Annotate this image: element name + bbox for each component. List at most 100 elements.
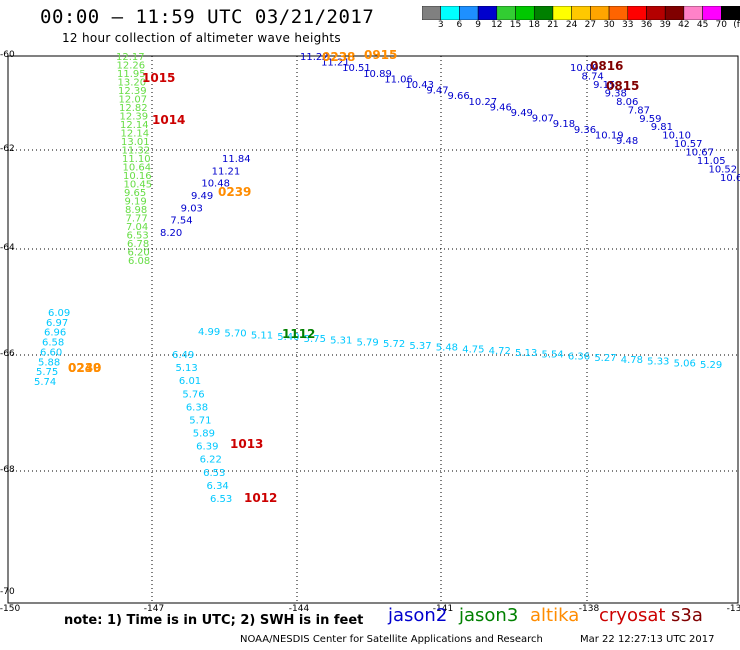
wave-height-value: 5.54 — [541, 350, 563, 361]
wave-height-value: 6.53 — [210, 494, 232, 505]
wave-height-value: 4.75 — [462, 344, 484, 355]
colorbar-swatch — [590, 6, 610, 20]
wave-height-value: 5.79 — [357, 337, 379, 348]
wave-height-value: 10.89 — [363, 69, 392, 80]
wave-height-value: 12.26 — [117, 61, 146, 72]
colorbar-label: 3 — [437, 20, 444, 30]
colorbar-swatch — [440, 6, 460, 20]
colorbar-label: 39 — [659, 20, 671, 30]
wave-height-value: 10.57 — [674, 139, 703, 150]
wave-height-value: 6.60 — [40, 347, 62, 358]
wave-height-value: 6.08 — [128, 256, 150, 267]
wave-height-value: 10.48 — [201, 179, 230, 190]
colorbar-swatch — [608, 6, 629, 20]
wave-height-value: 9.19 — [125, 197, 147, 208]
wave-height-value: 5.72 — [383, 339, 405, 350]
lon-label: -138 — [578, 604, 600, 614]
wave-height-value: 11.10 — [122, 154, 151, 165]
colorbar-label: (ft) — [733, 20, 740, 30]
wave-height-value: 6.22 — [200, 455, 222, 466]
wave-height-value: 9.38 — [605, 88, 627, 99]
pass-time-label: 0238 — [322, 50, 355, 64]
wave-height-value: 9.49 — [191, 191, 213, 202]
wave-height-value: 11.21 — [321, 58, 350, 69]
wave-height-value: 12.17 — [116, 52, 145, 63]
colorbar-swatch — [646, 6, 666, 20]
wave-height-value: 12.07 — [119, 95, 148, 106]
lat-label: -60 — [0, 50, 15, 60]
colorbar-label: 30 — [603, 20, 615, 30]
pass-time-label: 0816 — [590, 59, 623, 73]
colorbar-swatch — [721, 6, 740, 20]
wave-height-value: 13.20 — [118, 78, 147, 89]
wave-height-value: 5.76 — [182, 389, 204, 400]
wave-height-value: 8.74 — [582, 71, 604, 82]
lat-label: -66 — [0, 349, 15, 359]
wave-height-value: 6.97 — [46, 318, 68, 329]
colorbar-swatch — [533, 6, 554, 20]
wave-height-value: 6.34 — [207, 481, 229, 492]
wave-height-value: 5.31 — [330, 336, 352, 347]
wave-height-value: 9.59 — [639, 114, 661, 125]
lon-label: -13 — [726, 604, 740, 614]
wave-height-value: 7.87 — [628, 105, 650, 116]
wave-height-value: 5.40 — [277, 332, 299, 343]
wave-height-value: 5.75 — [36, 367, 58, 378]
wave-height-value: 10.52 — [708, 165, 737, 176]
wave-height-value: 5.06 — [674, 358, 696, 369]
wave-height-value: 9.36 — [574, 125, 596, 136]
timestamp-text: Mar 22 12:27:13 UTC 2017 — [580, 634, 715, 645]
wave-height-value: 10.27 — [469, 97, 498, 108]
wave-height-value: 8.20 — [160, 228, 182, 239]
wave-height-value: 5.13 — [175, 363, 197, 374]
pass-time-label: 1112 — [282, 327, 315, 341]
wave-height-value: 12.39 — [118, 86, 147, 97]
lat-label: -68 — [0, 465, 15, 475]
wave-height-value: 5.75 — [304, 334, 326, 345]
wave-height-value: 9.18 — [553, 119, 575, 130]
pass-time-label: 0240 — [68, 361, 101, 375]
wave-height-value: 10.64 — [123, 163, 152, 174]
colorbar-swatch — [627, 6, 647, 20]
lon-label: -150 — [0, 604, 21, 614]
wave-height-value: 8.06 — [616, 97, 638, 108]
legend-cryosat: cryosat — [599, 605, 666, 626]
wave-height-value: 9.47 — [426, 86, 448, 97]
wave-height-value: 5.13 — [515, 348, 537, 359]
wave-height-value: 10.45 — [124, 180, 153, 191]
wave-height-value: 6.96 — [44, 328, 66, 339]
wave-height-value: 9.81 — [651, 122, 673, 133]
wave-height-value: 10.43 — [405, 80, 434, 91]
lat-label: -62 — [0, 144, 15, 154]
colorbar — [422, 6, 740, 20]
wave-height-value: 4.72 — [489, 346, 511, 357]
wave-height-value: 11.06 — [384, 74, 413, 85]
pass-time-label: 1014 — [152, 113, 185, 127]
colorbar-label: 24 — [565, 20, 578, 30]
wave-height-value: 10.10 — [662, 131, 691, 142]
wave-height-value: 9.65 — [124, 188, 146, 199]
legend-s3a: s3a — [671, 605, 703, 626]
wave-height-value: 12.39 — [120, 112, 149, 123]
colorbar-swatch — [459, 6, 479, 20]
pass-time-label: 1015 — [142, 71, 175, 85]
colorbar-swatch — [571, 6, 591, 20]
colorbar-label: 27 — [584, 20, 597, 30]
wave-height-value: 5.37 — [409, 341, 431, 352]
colorbar-swatch — [422, 6, 441, 20]
lat-label: -70 — [0, 587, 15, 597]
colorbar-label: 70 — [715, 20, 728, 30]
wave-height-value: 10.19 — [595, 130, 624, 141]
lat-label: -64 — [0, 243, 15, 253]
pass-time-label: 0239 — [68, 361, 101, 375]
wave-height-value: 6.39 — [196, 442, 218, 453]
wave-height-value: 5.33 — [647, 357, 669, 368]
colorbar-label: 33 — [622, 20, 634, 30]
wave-height-value: 8.98 — [125, 205, 147, 216]
page-title: 00:00 – 11:59 UTC 03/21/2017 — [40, 6, 375, 28]
wave-height-value: 7.54 — [170, 216, 192, 227]
wave-height-value: 10.67 — [685, 148, 714, 159]
colorbar-swatch — [552, 6, 572, 20]
wave-height-value: 6.36 — [568, 351, 590, 362]
wave-height-value: 12.82 — [119, 103, 148, 114]
